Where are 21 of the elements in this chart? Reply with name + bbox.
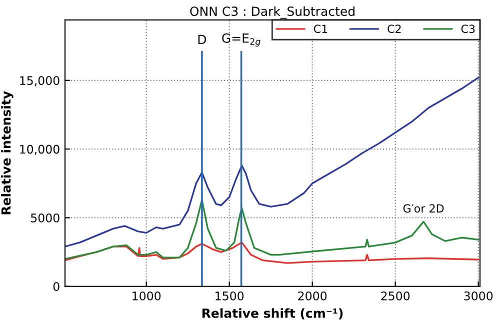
line-series — [65, 76, 480, 248]
y-tick-label: 5000 — [31, 213, 60, 222]
x-tick-label: 1000 — [132, 291, 161, 300]
y-axis-title: Relative intensity — [1, 91, 14, 214]
line-series — [65, 199, 480, 260]
legend-label: C2 — [388, 24, 401, 34]
x-axis-title: Relative shift (cm⁻¹) — [202, 308, 343, 320]
legend-label: C3 — [461, 24, 475, 34]
annotation: G′or 2D — [403, 204, 444, 213]
y-tick-label: 15,000 — [20, 76, 60, 86]
line-series — [65, 242, 480, 264]
x-tick-label: 2000 — [298, 291, 327, 300]
ref-line-label: G=E$_{2g}$ — [222, 33, 260, 47]
y-tick-label: 10,000 — [20, 144, 60, 155]
x-tick-label: 1500 — [216, 291, 244, 300]
ref-line-label: D — [198, 34, 206, 44]
chart-title: ONN C3 : Dark_Subtracted — [190, 6, 354, 19]
x-tick-label: 2500 — [381, 291, 410, 300]
y-tick-label: 0 — [53, 282, 60, 292]
legend-label: C1 — [314, 24, 328, 34]
x-tick-label: 3000 — [464, 291, 493, 300]
